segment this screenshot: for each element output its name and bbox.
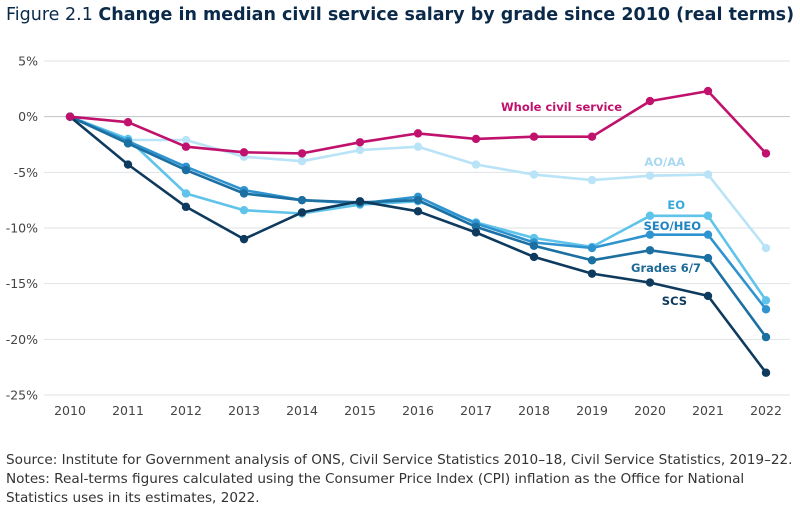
y-tick-label: 0%: [18, 109, 38, 124]
x-tick-label: 2010: [54, 403, 86, 418]
data-point: [703, 253, 713, 263]
x-tick-label: 2013: [228, 403, 260, 418]
data-point: [761, 296, 771, 305]
data-point: [123, 118, 133, 127]
chart-title: Figure 2.1 Change in median civil servic…: [6, 3, 794, 27]
x-tick-label: 2012: [170, 403, 202, 418]
series-scs: [65, 112, 771, 377]
data-point: [645, 278, 655, 287]
series-label: Whole civil service: [501, 100, 622, 114]
series-label: Grades 6/7: [631, 261, 701, 275]
data-point: [529, 241, 539, 251]
data-point: [413, 142, 423, 151]
data-point: [703, 86, 713, 96]
data-point: [761, 243, 771, 253]
data-point: [587, 256, 597, 265]
title-text: Change in median civil service salary by…: [98, 5, 795, 25]
figure-number: Figure 2.1: [6, 5, 93, 25]
data-point: [239, 148, 249, 157]
data-point: [355, 138, 365, 147]
series-labels: AO/AA EO SEO/HEO Grades 6/7 SCS Whole civil s…: [501, 100, 701, 308]
data-point: [645, 230, 655, 239]
data-point: [703, 170, 713, 179]
x-tick-label: 2020: [634, 403, 666, 418]
series-label: SCS: [662, 294, 687, 308]
y-tick-label: 5%: [18, 54, 38, 69]
x-tick-label: 2011: [112, 403, 144, 418]
x-tick-label: 2017: [460, 403, 492, 418]
data-point: [355, 145, 365, 155]
x-tick-label: 2018: [518, 403, 550, 418]
y-axis-ticks: 5% 0% -5% -10% -15% -20% -25%: [6, 54, 38, 403]
data-point: [181, 142, 191, 151]
series-label: EO: [667, 198, 685, 212]
data-point: [587, 269, 597, 278]
data-point: [239, 234, 249, 244]
data-point: [239, 189, 249, 198]
data-point: [65, 112, 75, 121]
data-point: [297, 208, 307, 217]
x-tick-label: 2016: [402, 403, 434, 418]
data-point: [471, 134, 481, 144]
series-label: AO/AA: [644, 155, 685, 169]
data-point: [123, 160, 133, 169]
y-tick-label: -15%: [6, 276, 38, 291]
data-point: [703, 230, 713, 239]
data-point: [645, 246, 655, 255]
data-point: [529, 170, 539, 179]
data-point: [529, 252, 539, 262]
data-point: [413, 195, 423, 205]
data-point: [761, 149, 771, 158]
x-tick-label: 2022: [750, 403, 782, 418]
data-point: [181, 189, 191, 198]
data-point: [703, 291, 713, 301]
x-tick-label: 2014: [286, 403, 318, 418]
line-chart: 5% 0% -5% -10% -15% -20% -25% 2010 2011 2012 2013…: [6, 54, 790, 418]
data-point: [355, 197, 365, 206]
data-point: [123, 139, 133, 148]
data-point: [181, 202, 191, 212]
data-point: [239, 205, 249, 215]
data-point: [413, 129, 423, 138]
x-axis-ticks: 2010 2011 2012 2013 2014 2015 2016 2017 2018 2019…: [54, 403, 782, 418]
data-point: [297, 149, 307, 158]
data-point: [645, 211, 655, 220]
data-point: [587, 175, 597, 185]
y-tick-label: -10%: [6, 221, 38, 236]
source-note: Source: Institute for Government analysi…: [6, 452, 793, 506]
data-point: [471, 160, 481, 169]
data-point: [587, 132, 597, 141]
series-lines: [65, 86, 771, 377]
y-tick-label: -5%: [14, 165, 38, 180]
data-point: [181, 165, 191, 175]
data-point: [529, 132, 539, 141]
data-point: [703, 211, 713, 220]
data-point: [181, 135, 191, 145]
x-tick-label: 2015: [344, 403, 376, 418]
series-whole-civil-service: [65, 86, 771, 158]
y-tick-label: -25%: [6, 388, 38, 403]
data-point: [471, 228, 481, 237]
data-point: [761, 305, 771, 314]
data-point: [297, 195, 307, 205]
y-tick-label: -20%: [6, 332, 38, 347]
data-point: [587, 243, 597, 253]
x-tick-label: 2021: [692, 403, 724, 418]
data-point: [297, 157, 307, 166]
x-tick-label: 2019: [576, 403, 608, 418]
grid-lines: [44, 60, 790, 396]
data-point: [761, 332, 771, 342]
data-point: [413, 207, 423, 216]
data-point: [761, 368, 771, 377]
data-point: [645, 171, 655, 180]
data-point: [645, 96, 655, 106]
series-label: SEO/HEO: [644, 219, 702, 233]
